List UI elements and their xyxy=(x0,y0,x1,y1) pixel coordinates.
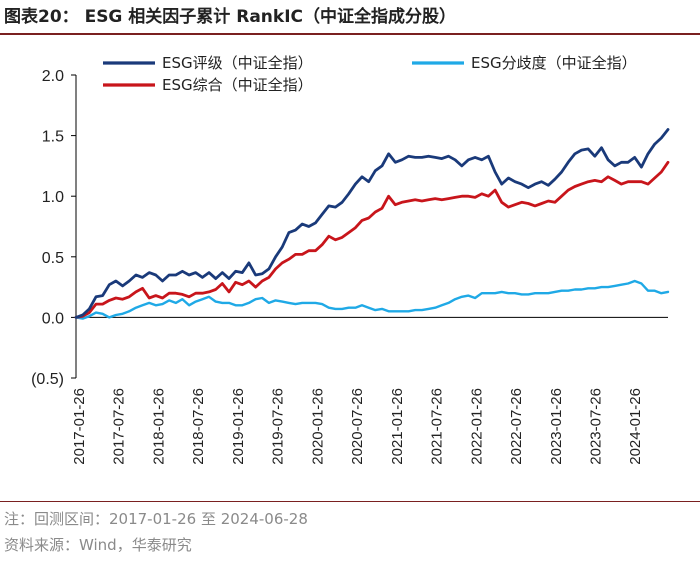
footer-divider xyxy=(0,501,700,502)
x-tick-label: 2022-07-26 xyxy=(508,388,525,465)
x-tick-label: 2017-01-26 xyxy=(71,388,88,465)
y-tick-label: 0.5 xyxy=(42,250,64,267)
y-tick-label: 1.5 xyxy=(42,129,64,146)
line-chart: 2.0 1.5 1.0 0.5 0.0 (0.5) 2017-01-26 2017-07-26… xyxy=(31,54,670,465)
chart-title: 图表20： ESG 相关因子累计 RankIC（中证全指成分股） xyxy=(4,7,456,27)
legend-label-esg-rating: ESG评级（中证全指） xyxy=(162,54,313,72)
backtest-note: 注：回测区间：2017-01-26 至 2024-06-28 xyxy=(4,510,308,528)
series-line-esg-composite xyxy=(74,160,670,319)
data-source: 资料来源：Wind，华泰研究 xyxy=(4,536,192,554)
legend-label-esg-composite: ESG综合（中证全指） xyxy=(162,76,313,94)
series-line-esg-divergence xyxy=(74,279,670,320)
x-tick-label: 2021-01-26 xyxy=(389,388,406,465)
series-group xyxy=(74,128,670,320)
x-tick-label: 2018-01-26 xyxy=(150,388,167,465)
x-tick-label: 2024-01-26 xyxy=(627,388,644,465)
x-tick-label: 2021-07-26 xyxy=(429,388,446,465)
x-tick-label: 2019-07-26 xyxy=(270,388,287,465)
x-tick-label: 2022-01-26 xyxy=(468,388,485,465)
axes-group: 2.0 1.5 1.0 0.5 0.0 (0.5) 2017-01-26 2017-07-26… xyxy=(31,68,668,465)
x-tick-label: 2020-01-26 xyxy=(309,388,326,465)
legend: ESG评级（中证全指） ESG分歧度（中证全指） ESG综合（中证全指） xyxy=(103,54,637,94)
series-line-esg-rating xyxy=(74,128,670,319)
y-tick-label: 1.0 xyxy=(42,189,64,206)
x-tick-label: 2020-07-26 xyxy=(349,388,366,465)
x-tick-label: 2017-07-26 xyxy=(111,388,128,465)
x-tick-label: 2023-07-26 xyxy=(587,388,604,465)
title-divider xyxy=(0,33,700,35)
x-tick-label: 2019-01-26 xyxy=(230,388,247,465)
x-tick-label: 2023-01-26 xyxy=(548,388,565,465)
y-tick-label: 0.0 xyxy=(42,310,64,327)
y-tick-label: (0.5) xyxy=(31,371,64,388)
x-tick-label: 2018-07-26 xyxy=(190,388,207,465)
legend-label-esg-divergence: ESG分歧度（中证全指） xyxy=(471,54,637,72)
y-tick-label: 2.0 xyxy=(42,68,64,85)
